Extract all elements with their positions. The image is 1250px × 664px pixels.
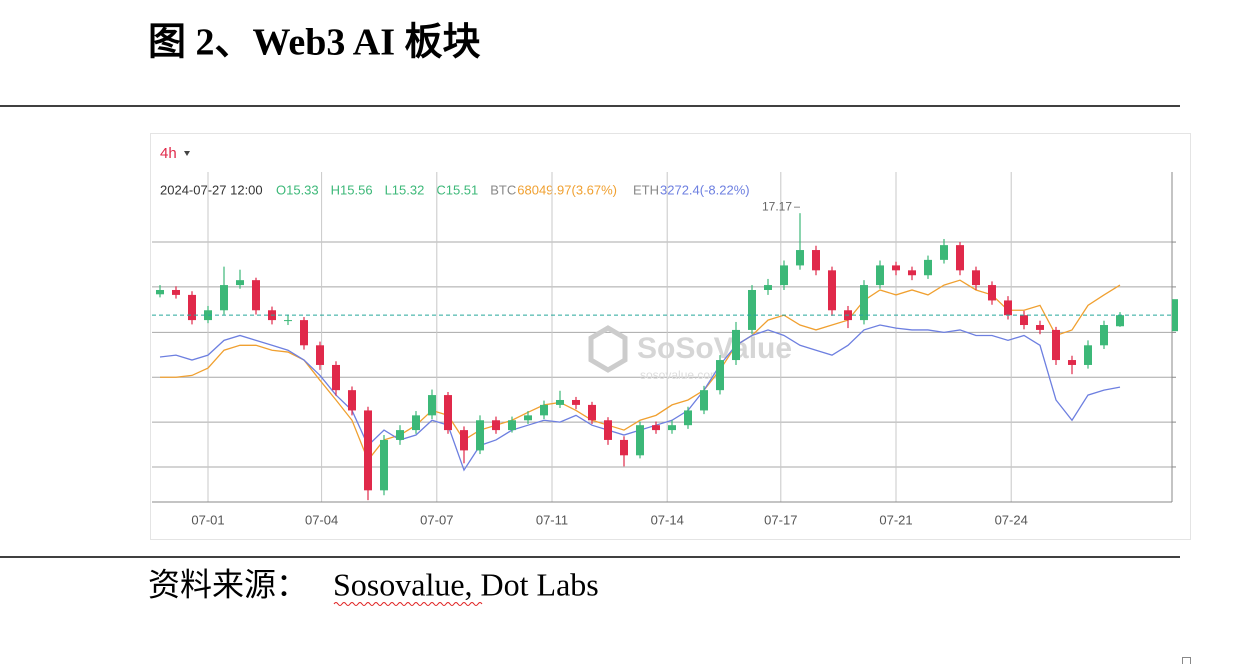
legend-name: ETH (633, 182, 659, 197)
candle-body (1004, 300, 1012, 316)
spell-underline (333, 602, 483, 606)
candle-body (572, 399, 580, 405)
candle-body (332, 364, 340, 391)
candle-body (156, 289, 164, 295)
source-label: 资料来源： (148, 566, 308, 602)
legend-name: BTC (490, 182, 516, 197)
candle-body (1020, 315, 1028, 326)
last-price-tag (1172, 299, 1178, 332)
candle-body (716, 360, 724, 391)
candle-body (924, 259, 932, 276)
ohlc-label: H15.56 (331, 182, 373, 197)
x-tick-label: 07-24 (995, 512, 1028, 527)
candle-body (892, 265, 900, 271)
candle-body (300, 320, 308, 346)
candle-body (604, 420, 612, 440)
candle-body (588, 404, 596, 421)
candle-body (908, 270, 916, 276)
candle-body (524, 415, 532, 421)
candle-body (972, 270, 980, 286)
candle-body (364, 410, 372, 491)
watermark: SoSoValue (637, 332, 792, 365)
candle-body (444, 395, 452, 431)
candle-body (220, 285, 228, 311)
legend-quote: 68049.97(3.67%) (517, 182, 617, 197)
watermark-logo (588, 325, 628, 373)
ohlc-label: C15.51 (436, 182, 478, 197)
candle-body (172, 289, 180, 295)
candle-body (1100, 325, 1108, 346)
candle-body (988, 285, 996, 301)
x-tick-label: 07-01 (191, 512, 224, 527)
candle-body (796, 250, 804, 266)
candle-body (780, 265, 788, 286)
interval: 4h (160, 145, 177, 162)
x-tick-label: 07-17 (764, 512, 797, 527)
candle-body (252, 280, 260, 311)
candle-body (1052, 329, 1060, 361)
source-text: Sosovalue, Dot Labs (333, 566, 599, 602)
candle-body (492, 420, 500, 431)
candle-body (828, 270, 836, 311)
candle-body (668, 425, 676, 431)
candle-body (1068, 360, 1076, 365)
figure-title: 图 2、Web3 AI 板块 (148, 22, 481, 64)
candle-body (316, 345, 324, 365)
candle-body (396, 430, 404, 440)
legend-quote: 3272.4(-8.22%) (660, 182, 750, 197)
candle-body (940, 245, 948, 260)
x-tick-label: 07-14 (651, 512, 684, 527)
x-tick-label: 07-21 (879, 512, 912, 527)
candle-body (508, 420, 516, 431)
candle-body (812, 250, 820, 271)
series-line (160, 279, 1121, 462)
candle-body (460, 430, 468, 451)
candle-body (188, 294, 196, 321)
x-tick-label: 07-04 (305, 512, 338, 527)
dropdown-arrow (184, 151, 190, 156)
ohlc-label: O15.33 (276, 182, 319, 197)
ohlc-label: L15.32 (385, 182, 425, 197)
x-tick-label: 07-07 (420, 512, 453, 527)
candle-body (700, 390, 708, 411)
candle-body (748, 289, 756, 330)
x-tick-label: 07-11 (536, 512, 568, 527)
candle-body (860, 285, 868, 321)
candle-body (732, 329, 740, 361)
candle-body (636, 425, 644, 456)
candle-body (684, 410, 692, 426)
candle-body (652, 425, 660, 431)
candle-body (876, 265, 884, 286)
watermark-url: sosovalue.com (640, 368, 720, 382)
candle-body (348, 390, 356, 411)
candle-body (1036, 325, 1044, 330)
candle-body (236, 280, 244, 286)
time: 2024-07-27 12:00 (160, 182, 263, 197)
candle-body (412, 415, 420, 431)
candle-body (556, 399, 564, 405)
chart-frame (150, 133, 1191, 540)
candle-body (620, 439, 628, 456)
candle-body (284, 320, 292, 322)
candle-body (764, 285, 772, 290)
corner-mark (1182, 657, 1191, 664)
candle-body (956, 245, 964, 271)
candle-body (428, 395, 436, 416)
candle-body (476, 420, 484, 451)
candle-body (1116, 315, 1124, 327)
candle-body (380, 439, 388, 491)
candle-body (540, 404, 548, 416)
candle-body (1084, 345, 1092, 365)
peak-label: 17.17 (762, 199, 792, 213)
